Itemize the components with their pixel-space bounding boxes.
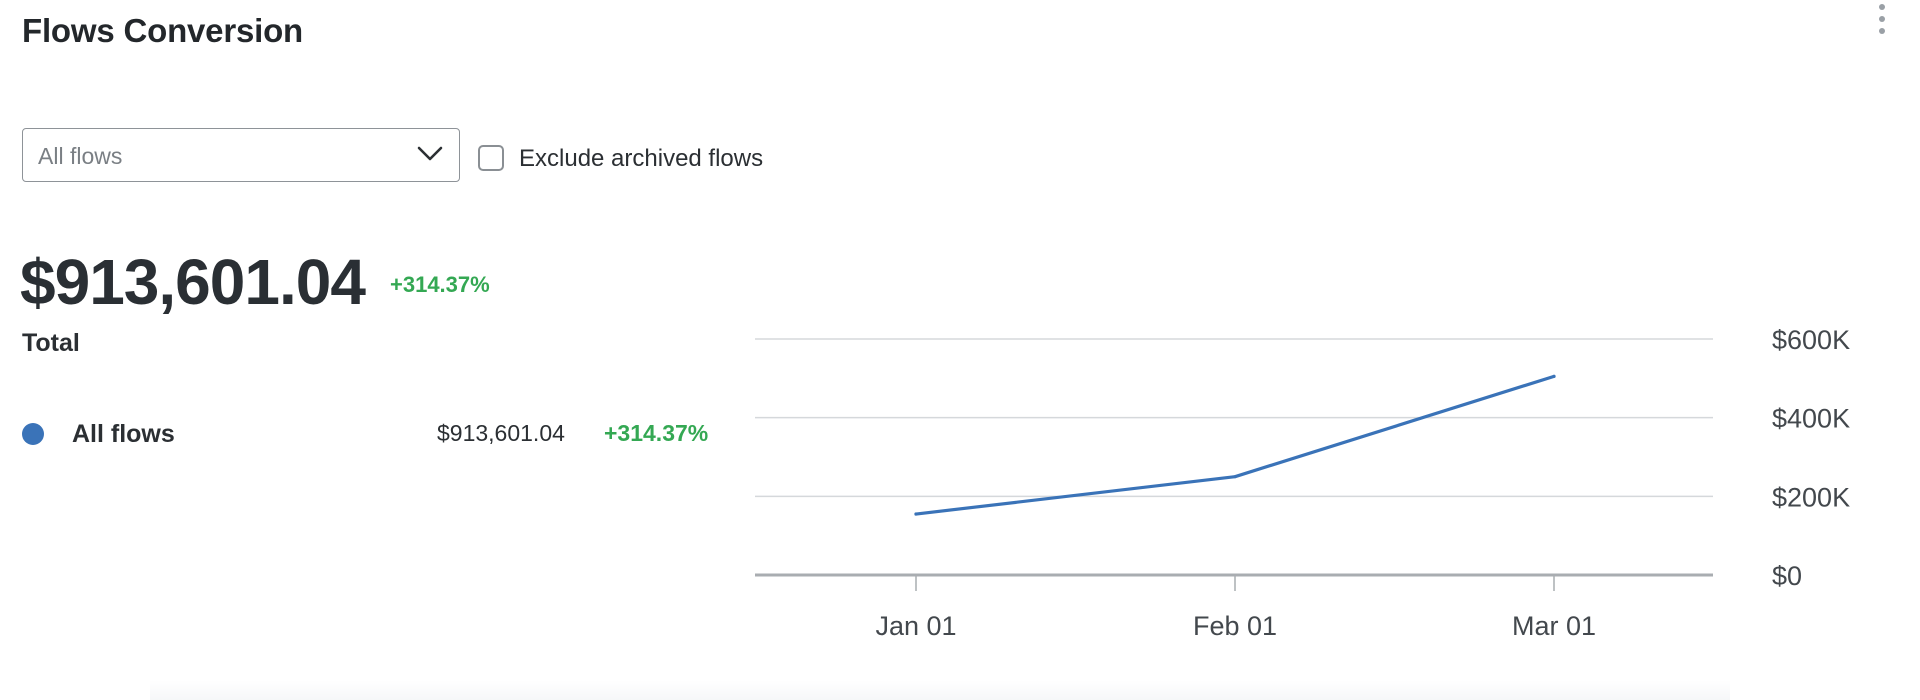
x-tick-label: Feb 01 [1193,611,1277,641]
legend-series-name: All flows [72,420,175,448]
y-tick-label: $600K [1772,325,1850,355]
legend-series-value: $913,601.04 [437,420,565,446]
data-point [1233,475,1237,479]
exclude-archived-label[interactable]: Exclude archived flows [519,145,764,172]
y-tick-label: $400K [1772,404,1850,434]
y-tick-label: $200K [1772,482,1850,512]
chevron-down-icon [417,146,443,161]
total-change-badge: +314.37% [390,272,490,297]
series-color-dot [22,423,44,445]
page-title: Flows Conversion [22,12,304,49]
exclude-archived-checkbox[interactable] [478,145,504,171]
data-point [1552,374,1556,378]
flow-select[interactable]: All flows [22,128,460,182]
legend-series-change: +314.37% [604,420,709,446]
total-label: Total [22,329,80,357]
data-point [914,512,918,516]
total-value: $913,601.04 [20,246,366,318]
kebab-menu-icon[interactable] [1874,4,1890,38]
legend-item: All flows $913,601.04 +314.37% [22,420,722,456]
card-bottom-edge [150,680,1730,700]
series-line-all-flows [914,374,1556,516]
y-tick-label: $0 [1772,561,1802,591]
x-tick-label: Jan 01 [875,611,956,641]
x-tick-label: Mar 01 [1512,611,1596,641]
flow-select-value: All flows [38,143,123,169]
